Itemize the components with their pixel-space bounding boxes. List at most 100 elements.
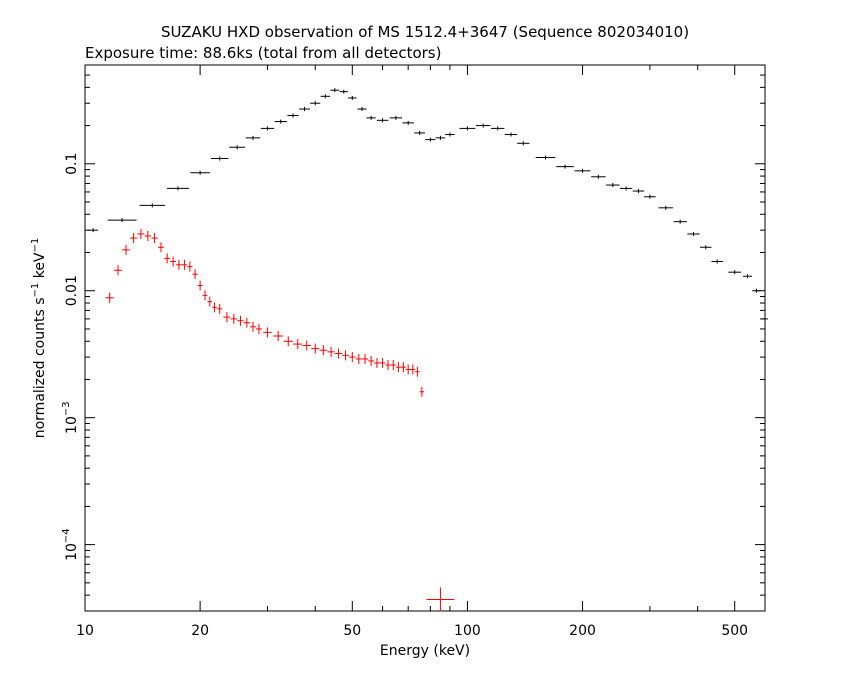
data-point [107,218,137,223]
data-point [334,348,342,359]
data-point [260,126,275,131]
data-point [435,135,446,140]
data-point [402,120,414,125]
data-point [574,168,591,173]
data-point [491,126,505,131]
data-point [385,359,391,370]
data-point [202,290,208,301]
data-point [459,126,476,131]
data-point [274,119,287,124]
data-point [245,135,261,140]
data-point [445,132,455,137]
x-axis-ticks: 10 20 50 100 200 500 [76,65,766,639]
data-point [556,164,574,169]
data-point [327,346,335,357]
data-point [250,321,256,332]
data-point [349,352,356,363]
series-red [105,228,425,397]
data-point [176,259,182,270]
data-point [368,355,375,366]
data-point [166,186,190,191]
data-point [374,357,380,368]
data-point [230,313,238,324]
y-axis-label: normalized counts s−1 keV−1 [30,238,48,439]
data-point [366,115,376,120]
y-label-sup2: −1 [30,238,41,253]
data-point [376,118,389,123]
data-point [263,327,272,338]
data-point [414,130,425,135]
data-point [400,362,406,373]
data-point [425,137,436,142]
data-point [310,101,321,106]
data-point [357,107,367,112]
data-point [122,244,130,255]
data-point [212,302,217,313]
x-tick-label: 10 [76,623,94,639]
x-tick-label: 100 [454,623,481,639]
data-point [170,256,177,267]
data-point [243,317,250,328]
data-point [619,186,633,191]
data-point [644,194,656,199]
y-tick-label: 0.1 [64,153,80,175]
x-axis-label: Energy (keV) [380,643,470,659]
data-point [223,312,231,323]
y-label-sup1: −1 [30,283,41,298]
y-tick-label-base: 10 [64,416,80,434]
y-tick-label-base: 10 [64,543,80,561]
data-point [379,357,386,368]
data-point [504,132,518,137]
red-cross-marker [426,587,455,612]
data-point [157,242,165,253]
data-point [105,292,114,303]
data-point [273,330,284,341]
data-point [362,353,369,364]
y-tick-label-exponent: −4 [61,528,72,543]
data-point [419,386,425,397]
x-tick-label: 200 [569,623,596,639]
data-point [187,261,193,272]
x-tick-label: 500 [721,623,748,639]
data-point [144,230,152,241]
data-point [164,253,171,264]
x-tick-label: 20 [191,623,209,639]
data-point [192,269,198,280]
data-point [632,189,645,194]
data-point [293,339,303,350]
data-point [348,95,357,100]
data-point [728,270,742,275]
data-point [299,107,310,112]
data-point [311,343,320,354]
data-point [535,155,556,160]
data-point [606,183,620,188]
data-point [210,156,229,161]
data-point [320,94,331,99]
data-point [743,274,752,279]
data-point [151,233,158,244]
chart-title: SUZAKU HXD observation of MS 1512.4+3647… [161,23,689,41]
data-series [88,88,768,612]
data-point [139,203,166,208]
y-axis-ticks: 10−410−30.010.1 [61,74,765,612]
data-point [591,174,606,179]
data-point [658,205,673,210]
series-black [88,88,768,321]
data-point [395,362,401,373]
y-tick-label-exponent: −3 [61,401,72,416]
data-point [476,123,491,128]
data-point [319,345,328,356]
data-point [229,145,246,150]
x-tick-label: 50 [343,623,361,639]
data-point [415,366,420,377]
data-point [405,364,411,375]
data-point [114,265,123,276]
data-point [283,336,293,347]
data-point [762,316,768,321]
data-point [137,228,145,239]
data-point [330,88,340,93]
data-point [390,359,396,370]
data-point [687,231,700,236]
y-label-mid: keV [32,252,48,283]
